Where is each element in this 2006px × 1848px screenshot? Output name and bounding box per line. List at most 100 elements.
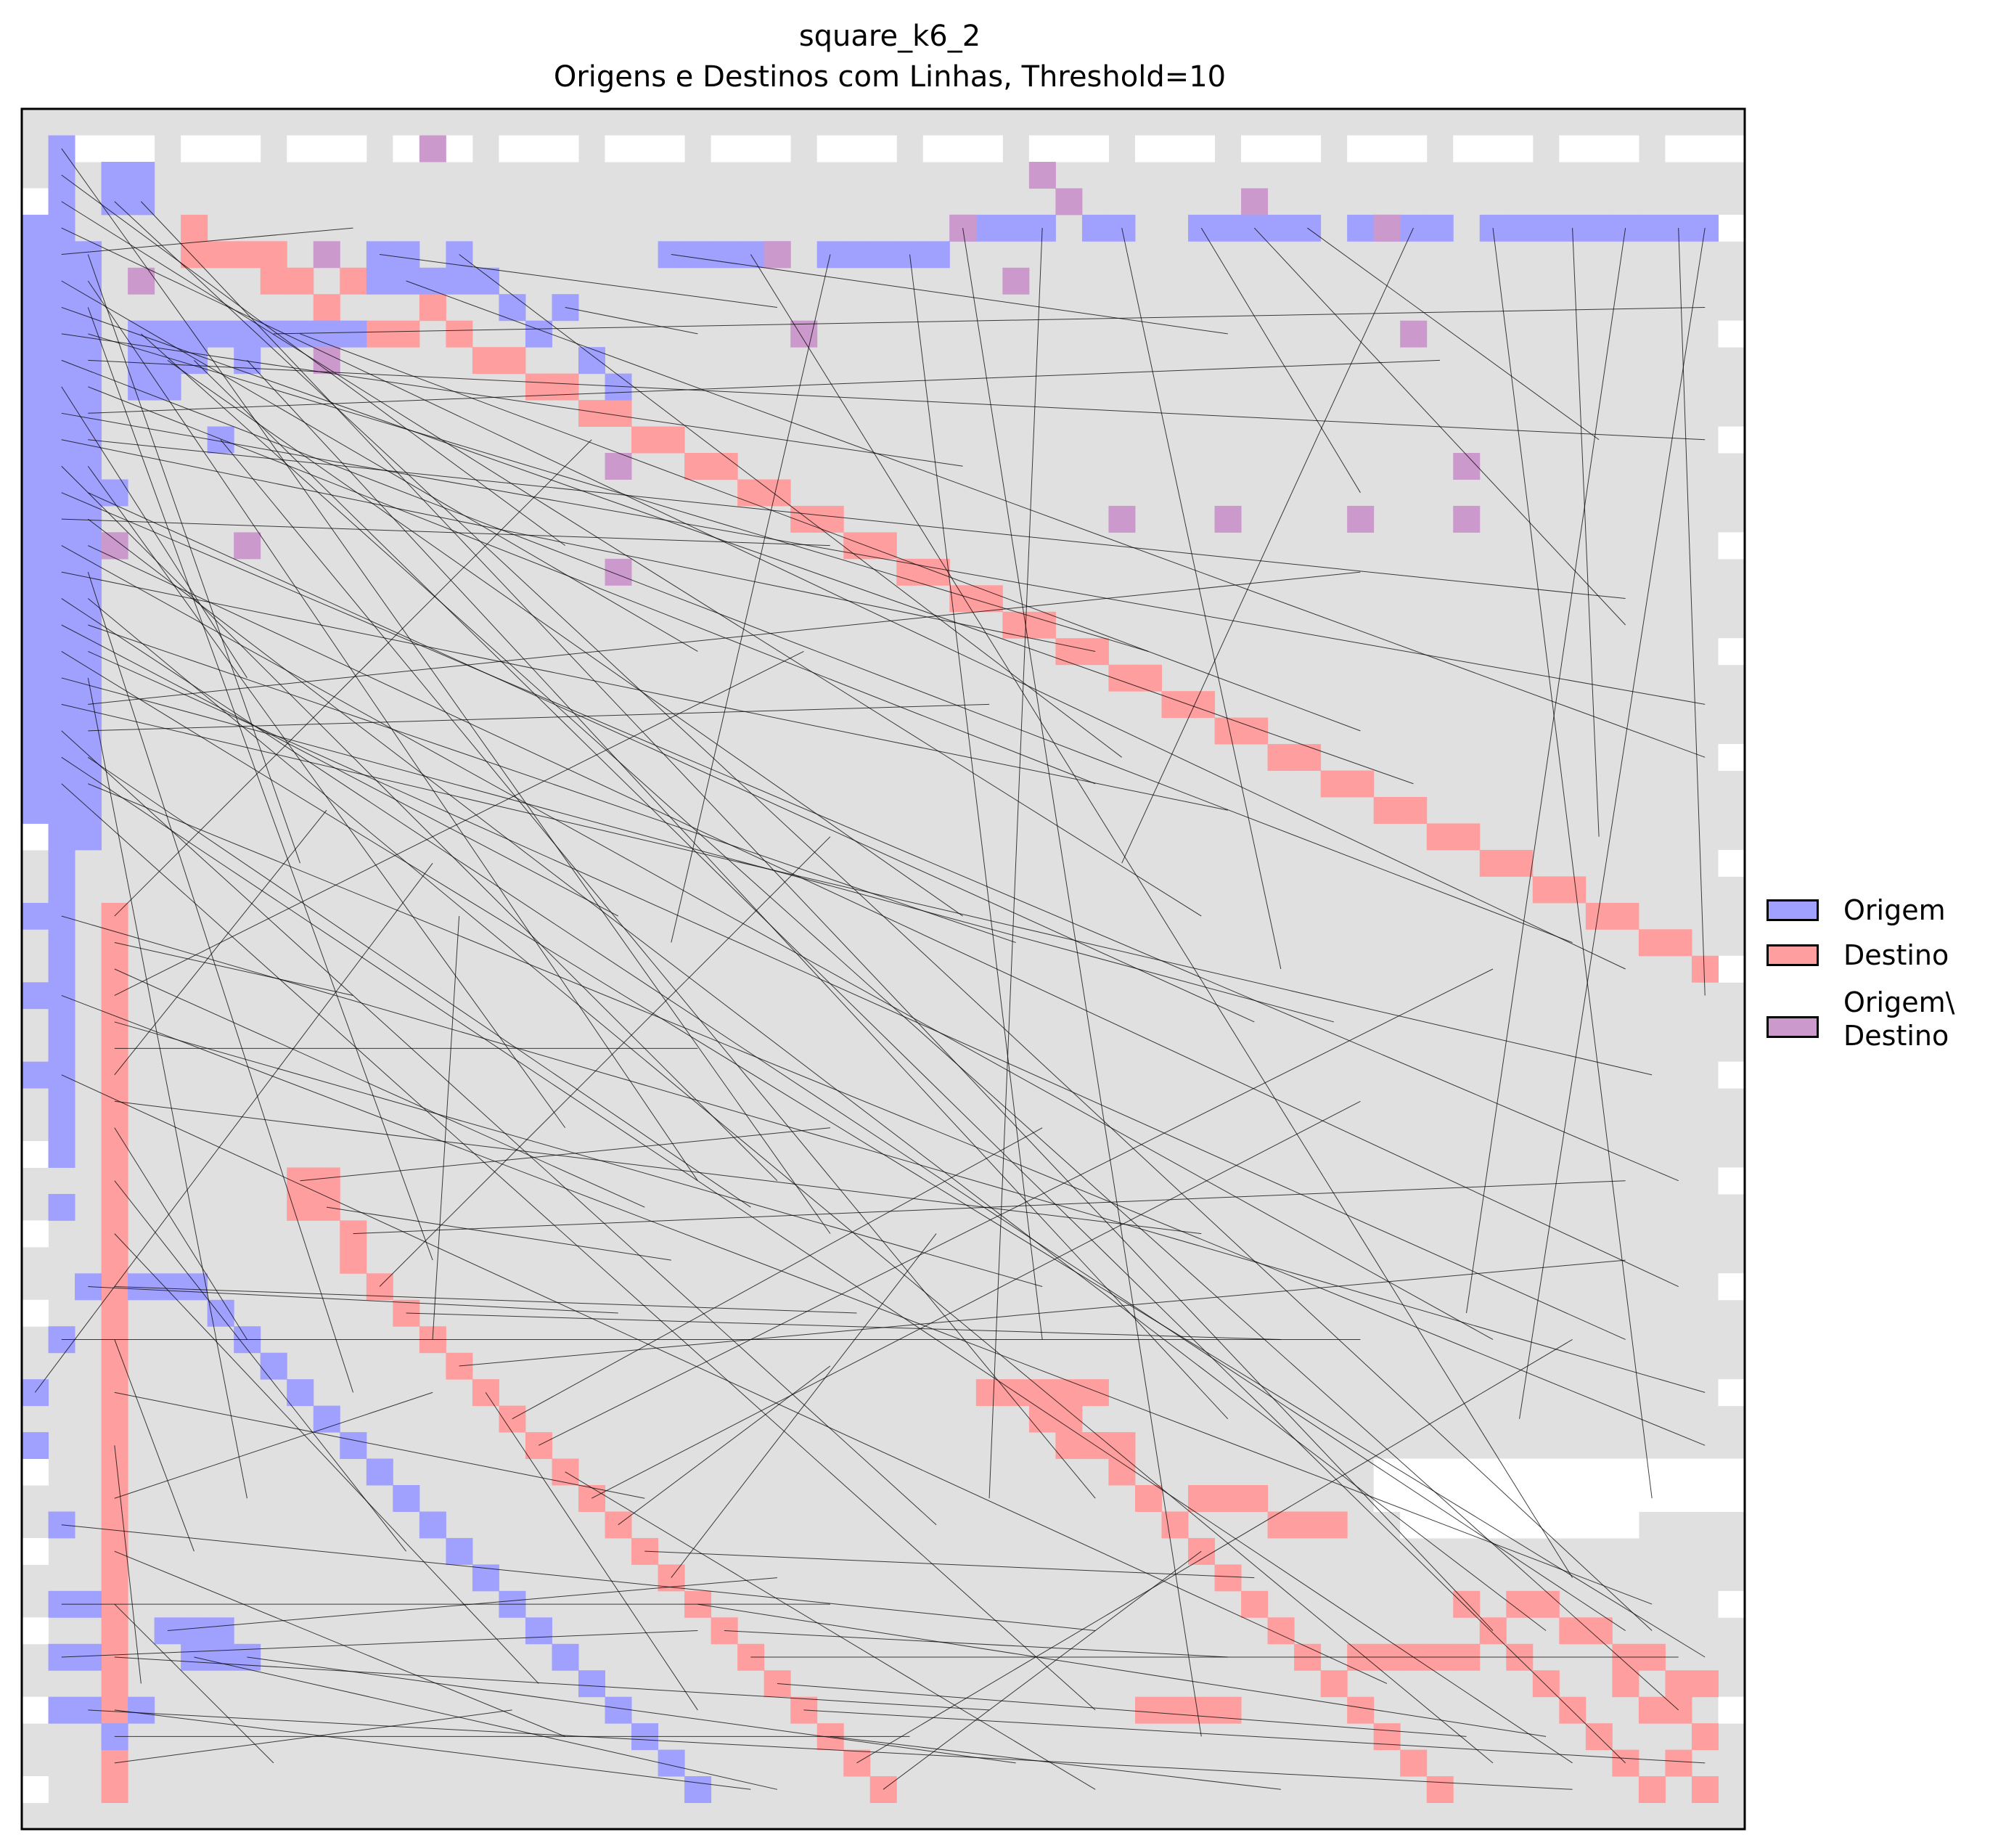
origem-cell [446, 267, 473, 295]
origem-destino-cell [313, 241, 340, 269]
empty-cell [711, 135, 738, 163]
od-line [803, 1709, 1706, 1764]
empty-cell [1718, 1485, 1745, 1512]
empty-cell [313, 135, 340, 163]
origem-cell [1506, 214, 1534, 242]
empty-cell [843, 135, 871, 163]
destino-cell [1638, 1776, 1666, 1804]
destino-cell [525, 373, 552, 401]
od-line [300, 333, 1361, 732]
od-line [379, 836, 831, 1287]
od-line [87, 254, 300, 864]
od-line [114, 1286, 857, 1314]
empty-cell [1347, 135, 1375, 163]
legend-label-line: Origem\ [1843, 986, 1955, 1018]
empty-cell [22, 188, 49, 216]
od-line [87, 465, 566, 1129]
empty-cell [22, 1776, 49, 1804]
legend-label-origem: Origem [1843, 894, 1946, 926]
destino-cell [340, 1246, 367, 1274]
od-line [114, 1656, 990, 1711]
origem-cell [207, 1643, 234, 1671]
destino-cell [1373, 1723, 1401, 1751]
origem-cell [75, 1643, 102, 1671]
empty-cell [1426, 1458, 1454, 1486]
origem-cell [22, 453, 49, 480]
origem-cell [1532, 214, 1560, 242]
origem-destino-cell [605, 558, 632, 586]
destino-cell [1294, 1511, 1322, 1539]
od-line [962, 227, 1202, 1737]
origem-cell [22, 373, 49, 401]
empty-cell [1161, 135, 1189, 163]
od-line [167, 359, 963, 917]
destino-cell [1532, 876, 1560, 904]
od-line [88, 624, 1016, 944]
destino-cell [1665, 1749, 1692, 1777]
origem-cell [975, 214, 1003, 242]
origem-cell [75, 797, 102, 824]
od-line [61, 756, 1573, 1764]
od-line [1253, 227, 1626, 626]
od-line [61, 624, 619, 917]
destino-cell [366, 320, 393, 348]
od-line [114, 1127, 247, 1340]
od-line [114, 201, 1653, 1631]
destino-cell [1108, 1432, 1136, 1460]
origem-cell [48, 876, 75, 904]
od-line [1307, 227, 1600, 441]
od-lines [34, 148, 1706, 1790]
empty-cell [1532, 1511, 1560, 1539]
od-line [61, 598, 1626, 1631]
destino-cell [1188, 691, 1216, 719]
empty-cell [22, 1537, 49, 1565]
origem-cell [22, 479, 49, 507]
od-line [61, 412, 1706, 705]
destino-cell [1055, 1379, 1083, 1407]
od-line [988, 228, 1043, 1499]
empty-cell [1612, 135, 1639, 163]
empty-cell [1506, 1511, 1534, 1539]
origem-cell [711, 241, 738, 269]
empty-cell [1373, 1458, 1401, 1486]
empty-cell [1559, 1511, 1587, 1539]
destino-cell [1320, 770, 1348, 798]
empty-cell [22, 823, 49, 851]
destino-cell [1665, 929, 1692, 957]
od-line [379, 254, 777, 308]
destino-cell [499, 347, 526, 375]
origem-destino-cell [605, 453, 632, 480]
destino-cell [1188, 1485, 1216, 1512]
destino-cell [1506, 1590, 1534, 1618]
destino-cell [896, 558, 924, 586]
od-line [88, 333, 1149, 652]
od-line [87, 307, 433, 1261]
od-line [167, 1577, 777, 1632]
empty-cell [1373, 1485, 1401, 1512]
od-line [114, 942, 353, 996]
od-line [114, 1100, 1202, 1235]
od-line [1200, 227, 1361, 493]
origem-cell [48, 823, 75, 851]
od-line [61, 280, 698, 652]
od-line [618, 1365, 831, 1526]
destino-cell [1400, 797, 1428, 824]
empty-cell [1506, 135, 1534, 163]
origem-cell [419, 267, 446, 295]
od-line [114, 1603, 274, 1764]
destino-cell [1479, 1617, 1507, 1645]
origem-cell [22, 347, 49, 375]
destino-cell [313, 294, 340, 322]
empty-cell [1585, 135, 1613, 163]
destino-cell [287, 267, 314, 295]
origem-cell [22, 320, 49, 348]
empty-cell [22, 1299, 49, 1327]
legend-label-line: Destino [1843, 1020, 1949, 1052]
destino-cell [1267, 1511, 1295, 1539]
od-line [1519, 227, 1706, 1419]
origem-cell [22, 214, 49, 242]
empty-cell [1506, 1458, 1534, 1486]
origem-destino-cell [1002, 267, 1030, 295]
od-line [1121, 227, 1414, 864]
empty-cell [128, 135, 155, 163]
